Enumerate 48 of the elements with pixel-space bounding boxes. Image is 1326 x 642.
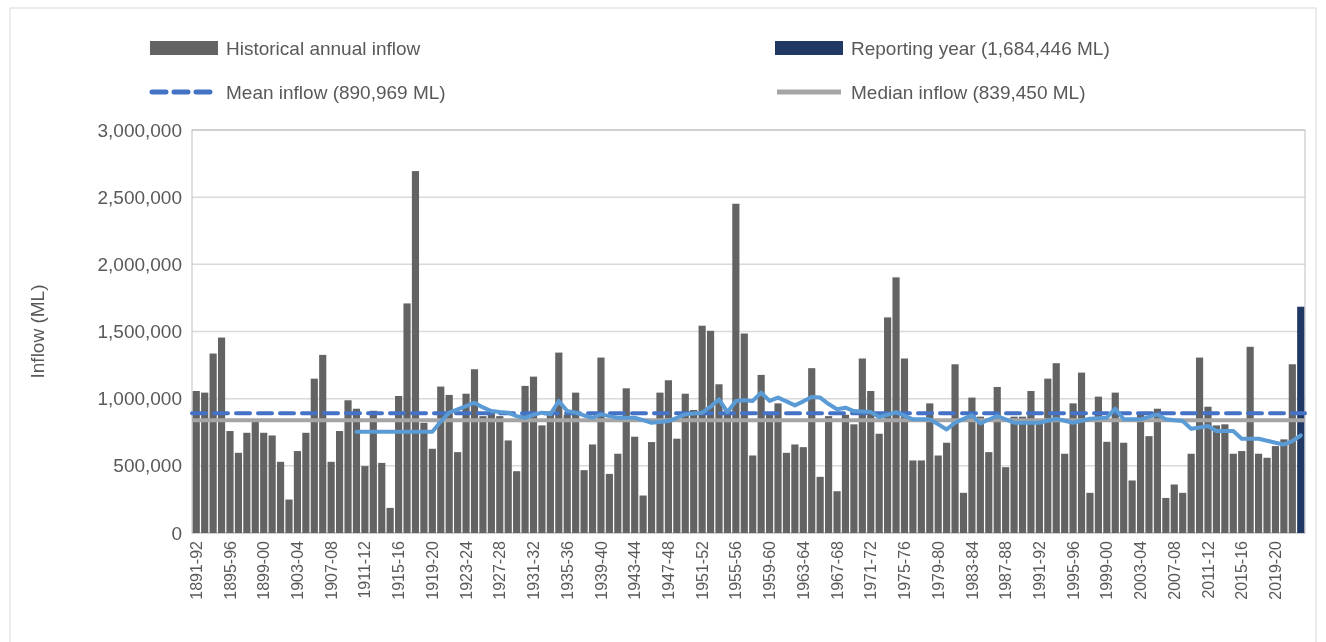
x-tick-label: 1915-16 [390, 540, 408, 600]
y-axis-title: Inflow (ML) [27, 284, 48, 379]
bar [1288, 364, 1296, 533]
x-tick-label: 2015-16 [1233, 540, 1251, 600]
bar [1297, 306, 1305, 533]
x-tick-label: 1955-56 [727, 540, 745, 600]
x-tick-label: 1899-00 [255, 540, 273, 600]
y-tick-label: 2,000,000 [97, 253, 182, 275]
x-tick-label: 2003-04 [1132, 540, 1150, 600]
x-tick-label: 1991-92 [1030, 540, 1048, 600]
x-tick-label: 2011-12 [1199, 540, 1217, 599]
x-tick-label: 1959-60 [761, 540, 779, 600]
x-tick-label: 1931-32 [525, 540, 543, 600]
y-tick-label: 500,000 [113, 455, 182, 477]
x-tick-label: 1947-48 [660, 540, 677, 600]
x-tick-label: 1927-28 [491, 540, 509, 600]
x-tick-label: 1967-68 [828, 540, 846, 600]
y-tick-label: 1,000,000 [97, 388, 182, 410]
x-tick-label: 1995-96 [1064, 540, 1082, 600]
x-tick-label: 1979-80 [929, 540, 947, 600]
x-tick-label: 1975-76 [896, 540, 914, 600]
x-tick-label: 2007-08 [1165, 540, 1183, 600]
x-tick-label: 1963-64 [794, 540, 812, 600]
x-tick-label: 1891-92 [187, 540, 205, 600]
x-tick-label: 1919-20 [423, 540, 441, 600]
y-tick-label: 2,500,000 [97, 186, 182, 208]
legend-label: Median inflow (839,450 ML) [851, 81, 1086, 103]
y-tick-label: 1,500,000 [97, 321, 182, 343]
legend-label: Historical annual inflow [226, 37, 421, 59]
x-tick-label: 1983-84 [963, 540, 981, 600]
legend-label: Reporting year (1,684,446 ML) [851, 37, 1110, 59]
x-tick-label: 2019-20 [1267, 540, 1285, 600]
x-tick-label: 1951-52 [693, 540, 711, 600]
line-series [354, 390, 1303, 447]
legend-label: Mean inflow (890,969 ML) [226, 81, 446, 103]
x-tick-label: 1987-88 [997, 540, 1015, 600]
x-tick-label: 1923-24 [457, 540, 475, 600]
y-tick-label: 0 [171, 522, 182, 544]
x-tick-label: 1939-40 [592, 540, 610, 600]
x-tick-label: 1895-96 [221, 540, 239, 600]
x-tick-label: 1911-12 [356, 540, 374, 599]
x-tick-label: 1971-72 [862, 540, 880, 600]
x-tick-label: 1907-08 [322, 540, 340, 600]
y-tick-label: 3,000,000 [97, 119, 182, 141]
x-tick-label: 1935-36 [558, 540, 576, 600]
x-tick-label: 1943-44 [626, 540, 644, 600]
x-tick-label: 1999-00 [1098, 540, 1116, 600]
x-tick-label: 1903-04 [289, 540, 307, 600]
